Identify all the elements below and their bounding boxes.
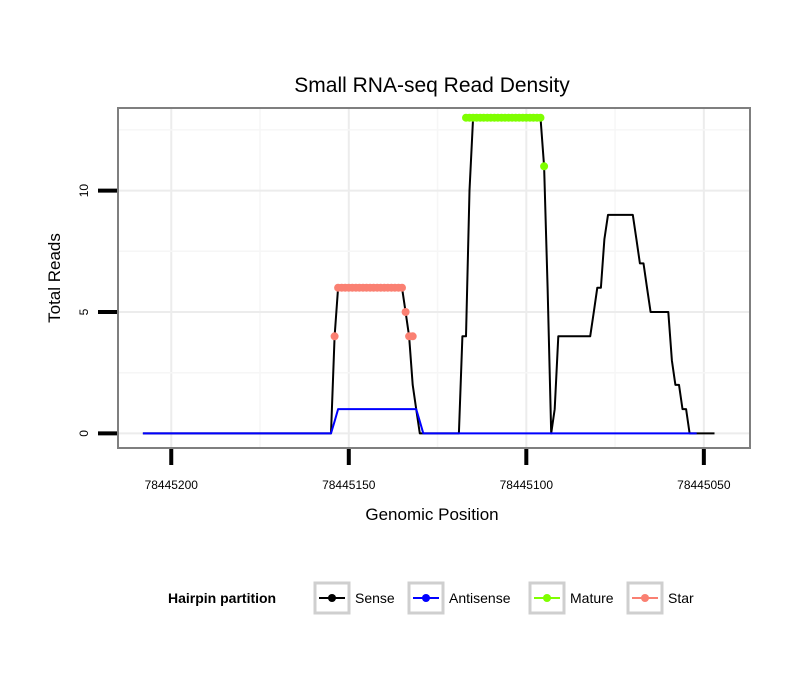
legend-mature-label: Mature xyxy=(570,590,614,606)
legend-star-label: Star xyxy=(668,590,694,606)
legend-sense-label: Sense xyxy=(355,590,395,606)
point-star xyxy=(408,332,417,341)
legend-sense-key-point xyxy=(328,594,336,602)
grid-lines xyxy=(118,108,750,448)
y-tick-label: 10 xyxy=(77,184,91,198)
y-tick-label: 0 xyxy=(77,430,91,437)
series-line-antisense xyxy=(142,408,697,435)
x-tick-label: 78445100 xyxy=(500,478,554,492)
x-tick-label: 78445150 xyxy=(322,478,376,492)
point-star xyxy=(401,308,410,316)
legend-antisense-label: Antisense xyxy=(449,590,511,606)
x-axis-title: Genomic Position xyxy=(365,505,498,524)
legend: Hairpin partition Sense Antisense Mature St… xyxy=(168,581,694,615)
point-star xyxy=(330,332,339,341)
x-tick-label: 78445050 xyxy=(677,478,731,492)
point-star xyxy=(398,283,406,292)
legend-title: Hairpin partition xyxy=(168,590,276,606)
series-layer xyxy=(142,113,715,435)
point-mature xyxy=(536,113,545,122)
point-mature xyxy=(540,162,549,171)
series-line-sense xyxy=(142,116,715,435)
y-tick-label: 5 xyxy=(77,308,91,315)
y-axis-title: Total Reads xyxy=(45,233,64,323)
plot-panel-border xyxy=(117,107,751,449)
chart-title: Small RNA-seq Read Density xyxy=(294,74,570,97)
legend-antisense-key-point xyxy=(422,594,430,602)
axes: 78445200 78445150 78445100 78445050 0 5 10 xyxy=(77,184,731,492)
legend-star-key-point xyxy=(641,594,649,602)
x-tick-label: 78445200 xyxy=(145,478,199,492)
plot-panel-background xyxy=(118,108,750,448)
legend-mature-key-point xyxy=(543,594,551,602)
